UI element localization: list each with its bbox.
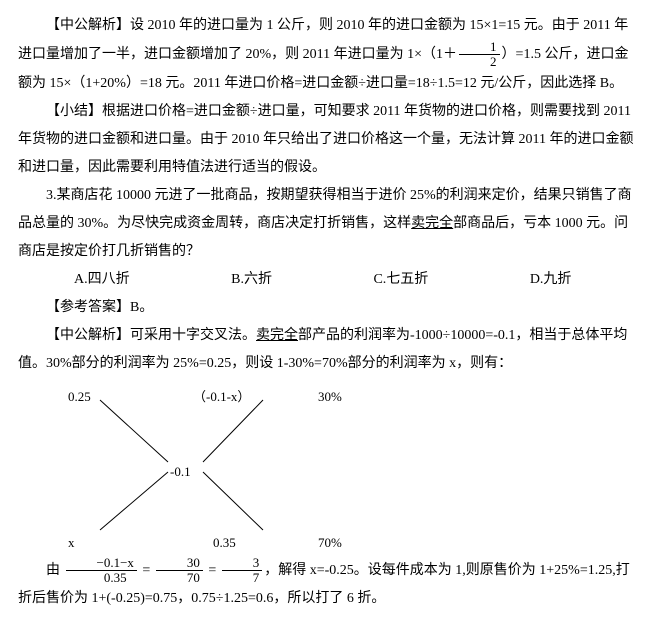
fraction-3: 3070	[156, 556, 203, 586]
numerator: 30	[156, 556, 203, 571]
diag-top-left: 0.25	[68, 384, 91, 410]
diag-center: -0.1	[170, 459, 191, 485]
text: 【小结】根据进口价格=进口金额÷进口量，可知要求 2011 年货物的进口价格，则…	[18, 104, 633, 175]
option-c: C.七五折	[345, 266, 428, 294]
para-final: 由 −0.1−x0.35 = 3070 = 37，解得 x=-0.25。设每件成…	[18, 556, 640, 614]
denominator: 7	[222, 571, 263, 585]
option-a: A.四八折	[46, 266, 130, 294]
numerator: −0.1−x	[66, 556, 137, 571]
para-summary: 【小结】根据进口价格=进口金额÷进口量，可知要求 2011 年货物的进口价格，则…	[18, 98, 640, 182]
underline-text: 卖完全	[411, 216, 453, 231]
denominator: 70	[156, 571, 203, 585]
fraction-2: −0.1−x0.35	[66, 556, 137, 586]
numerator: 1	[459, 40, 500, 55]
underline-text: 卖完全	[256, 328, 298, 343]
text: 【中公解析】可采用十字交叉法。	[46, 328, 256, 343]
cross-diagram: 0.25 （-0.1-x） 30% -0.1 x 0.35 70%	[38, 382, 418, 552]
diag-top-right: 30%	[318, 384, 342, 410]
para-explain-2: 【中公解析】可采用十字交叉法。卖完全部产品的利润率为-1000÷10000=-0…	[18, 322, 640, 378]
denominator: 2	[459, 55, 500, 69]
para-explain-1: 【中公解析】设 2010 年的进口量为 1 公斤，则 2010 年的进口金额为 …	[18, 12, 640, 98]
numerator: 3	[222, 556, 263, 571]
text: =	[205, 563, 220, 578]
text: =	[139, 563, 154, 578]
diag-bot-right: 70%	[318, 530, 342, 556]
options-row: A.四八折 B.六折 C.七五折 D.九折	[18, 266, 640, 294]
fraction-4: 37	[222, 556, 263, 586]
text: 由	[46, 563, 64, 578]
diag-bot-left: x	[68, 530, 75, 556]
option-b: B.六折	[203, 266, 272, 294]
option-d: D.九折	[502, 266, 572, 294]
denominator: 0.35	[66, 571, 137, 585]
diag-top-mid: （-0.1-x）	[193, 384, 250, 410]
para-question-3: 3.某商店花 10000 元进了一批商品，按期望获得相当于进价 25%的利润来定…	[18, 182, 640, 266]
text: 【参考答案】B。	[46, 300, 153, 315]
para-answer: 【参考答案】B。	[18, 294, 640, 322]
fraction-half: 12	[459, 40, 500, 70]
diag-bot-mid: 0.35	[213, 530, 236, 556]
